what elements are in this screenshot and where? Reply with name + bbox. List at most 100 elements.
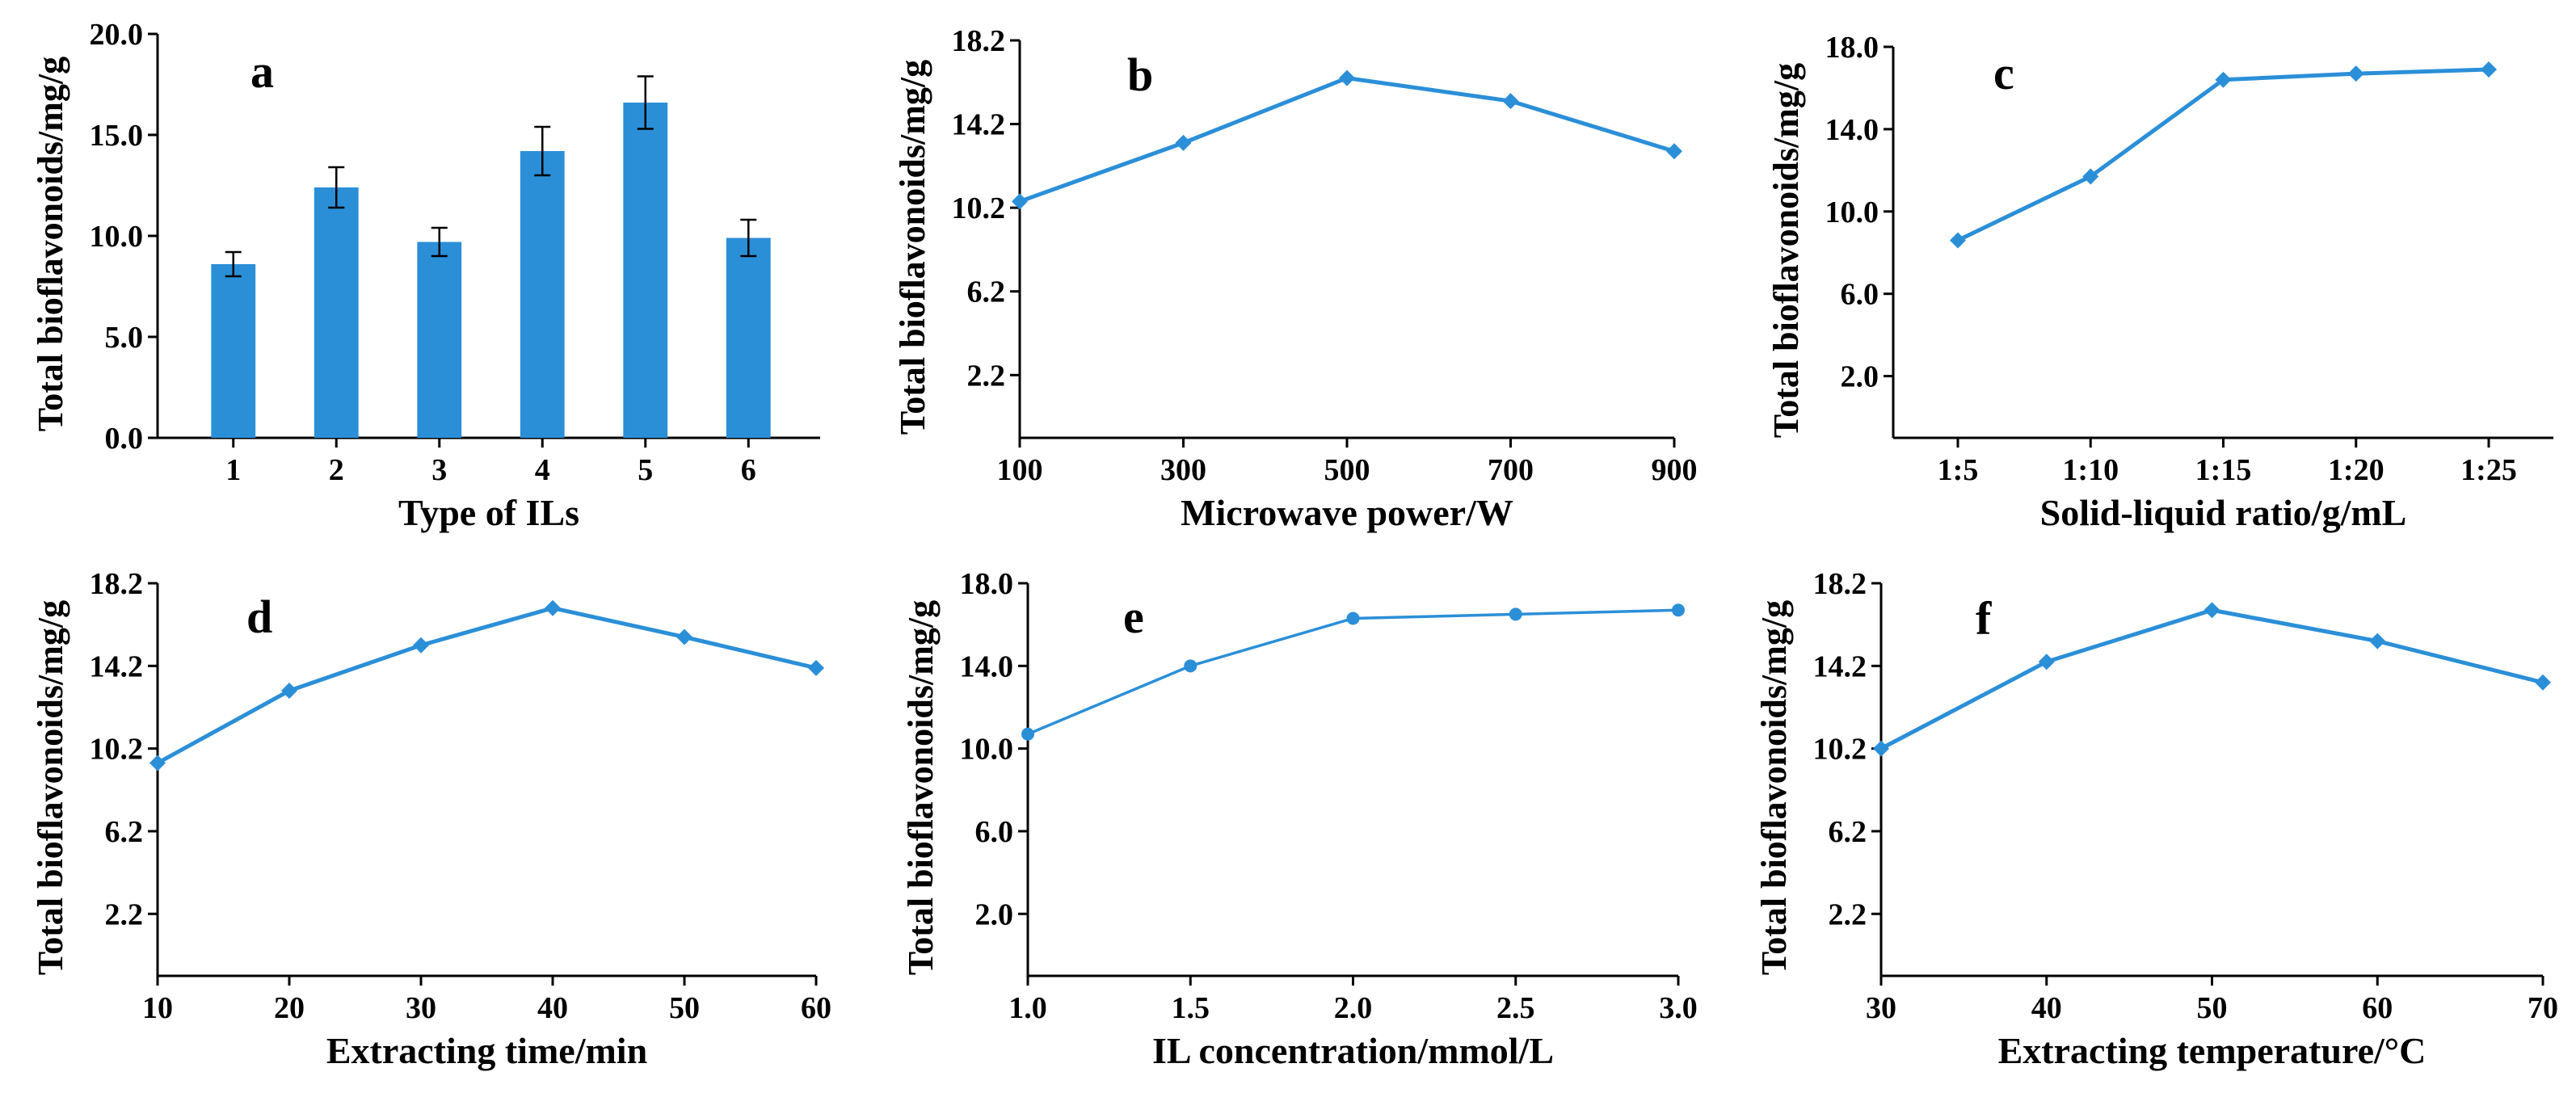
- y-tick-label: 10.2: [952, 191, 1006, 225]
- bar: [623, 103, 668, 438]
- chart-panel-e: 2.0 6.0 10.0 14.0 18.0 1.0 1.5 2.0 2.5 3.0 IL conc…: [901, 567, 1698, 1071]
- y-tick-label: 14.0: [960, 649, 1014, 683]
- panel-label: b: [1127, 48, 1153, 101]
- y-axis-title: Total bioflavonoids/mg/g: [901, 600, 941, 975]
- y-tick-label: 10.0: [90, 220, 144, 254]
- y-tick-label: 15.0: [90, 119, 144, 153]
- data-point: [676, 628, 692, 645]
- data-point: [2347, 65, 2364, 82]
- x-axis-title: Extracting temperature/°C: [1998, 1030, 2427, 1071]
- y-tick-label: 2.2: [1829, 898, 1867, 931]
- x-tick-label: 1: [225, 453, 241, 487]
- y-tick-label: 2.0: [975, 898, 1014, 931]
- chart-panel-d: 2.2 6.2 10.2 14.2 18.2 10 20 30 40 50 60 Extracting…: [31, 567, 831, 1071]
- y-tick-label: 2.2: [967, 359, 1006, 393]
- y-tick-label: 14.2: [952, 108, 1006, 142]
- panel-label: c: [1993, 47, 2014, 99]
- bar: [211, 264, 256, 438]
- y-tick-label: 6.2: [1829, 815, 1867, 849]
- x-tick-label: 1:25: [2460, 453, 2517, 487]
- panel-label: a: [250, 45, 274, 98]
- data-point: [545, 599, 561, 616]
- x-tick-label: 20: [274, 991, 305, 1025]
- y-axis-title: Total bioflavonoids/mg/g: [1754, 600, 1794, 975]
- data-point: [808, 659, 824, 676]
- x-tick-label: 70: [2528, 991, 2558, 1025]
- x-tick-label: 60: [2362, 991, 2393, 1025]
- data-point: [2535, 674, 2551, 691]
- x-tick-label: 900: [1652, 453, 1698, 487]
- x-tick-label: 2: [329, 453, 344, 487]
- bar: [520, 151, 565, 438]
- data-point: [2203, 602, 2220, 619]
- x-tick-label: 50: [669, 991, 700, 1025]
- panel-label: f: [1976, 592, 1992, 645]
- x-tick-label: 1:5: [1938, 453, 1979, 487]
- y-tick-label: 6.2: [105, 815, 144, 849]
- y-tick-label: 10.0: [1825, 195, 1879, 229]
- y-tick-label: 18.2: [952, 24, 1006, 58]
- data-point: [413, 637, 429, 654]
- x-tick-label: 1:20: [2328, 453, 2384, 487]
- y-axis-title: Total bioflavonoids/mg/g: [893, 60, 932, 435]
- data-point: [1672, 603, 1685, 617]
- y-tick-label: 5.0: [105, 321, 144, 355]
- panel-label: d: [246, 591, 272, 643]
- y-axis-title: Total bioflavonoids/mg/g: [1766, 63, 1806, 438]
- data-point: [1950, 232, 1966, 249]
- x-tick-label: 40: [537, 991, 568, 1025]
- x-tick-label: 30: [1866, 991, 1896, 1025]
- y-tick-label: 0.0: [105, 422, 144, 456]
- series-line: [156, 606, 817, 765]
- data-point: [1339, 69, 1355, 86]
- y-tick-label: 18.0: [960, 567, 1014, 601]
- y-tick-label: 2.2: [105, 898, 144, 931]
- x-tick-label: 1:10: [2062, 453, 2119, 487]
- x-tick-label: 4: [535, 453, 550, 487]
- x-tick-label: 60: [801, 991, 831, 1025]
- x-axis-title: Microwave power/W: [1181, 492, 1513, 533]
- x-tick-label: 5: [638, 453, 653, 487]
- y-tick-label: 10.2: [1813, 733, 1867, 767]
- x-tick-label: 10: [142, 991, 173, 1025]
- y-tick-label: 10.2: [90, 733, 144, 767]
- y-tick-label: 20.0: [90, 18, 144, 52]
- x-tick-label: 6: [741, 453, 756, 487]
- y-tick-label: 6.0: [1841, 278, 1879, 312]
- x-tick-label: 2.0: [1334, 991, 1373, 1025]
- y-tick-label: 18.2: [90, 567, 144, 601]
- data-point: [1175, 134, 1192, 151]
- y-tick-label: 14.2: [90, 649, 144, 683]
- data-point: [149, 755, 166, 771]
- x-axis-title: Solid-liquid ratio/g/mL: [2040, 492, 2407, 533]
- data-point: [2369, 633, 2386, 649]
- data-point: [2038, 654, 2055, 671]
- data-point: [1666, 143, 1682, 160]
- x-tick-label: 40: [2031, 991, 2062, 1025]
- x-axis-title: Extracting time/min: [326, 1030, 647, 1071]
- x-tick-label: 700: [1488, 453, 1534, 487]
- bar: [726, 238, 771, 438]
- data-point: [1509, 607, 1522, 621]
- x-tick-label: 300: [1160, 453, 1206, 487]
- data-point: [1021, 727, 1034, 741]
- y-tick-label: 10.0: [960, 733, 1014, 767]
- y-tick-label: 18.2: [1813, 567, 1867, 601]
- x-tick-label: 500: [1324, 453, 1370, 487]
- x-tick-label: 1:15: [2195, 453, 2252, 487]
- y-tick-label: 18.0: [1825, 31, 1879, 65]
- bar: [417, 242, 462, 438]
- x-tick-label: 1.0: [1008, 991, 1047, 1025]
- chart-panel-a: 0.0 5.0 10.0 15.0 20.0 1 2 3 4 5 6 Type of ILs Total…: [31, 18, 820, 533]
- data-point: [2082, 168, 2099, 185]
- series-line: [1956, 67, 2490, 242]
- x-tick-label: 30: [406, 991, 436, 1025]
- bar: [314, 187, 359, 438]
- series-line: [1019, 76, 1675, 204]
- x-tick-label: 1.5: [1172, 991, 1210, 1025]
- chart-panel-f: 2.2 6.2 10.2 14.2 18.2 30 40 50 60 70 Extracting t…: [1754, 567, 2558, 1071]
- y-axis-title: Total bioflavonoids/mg/g: [31, 57, 70, 431]
- y-tick-label: 2.0: [1841, 360, 1879, 394]
- data-point: [1346, 612, 1360, 625]
